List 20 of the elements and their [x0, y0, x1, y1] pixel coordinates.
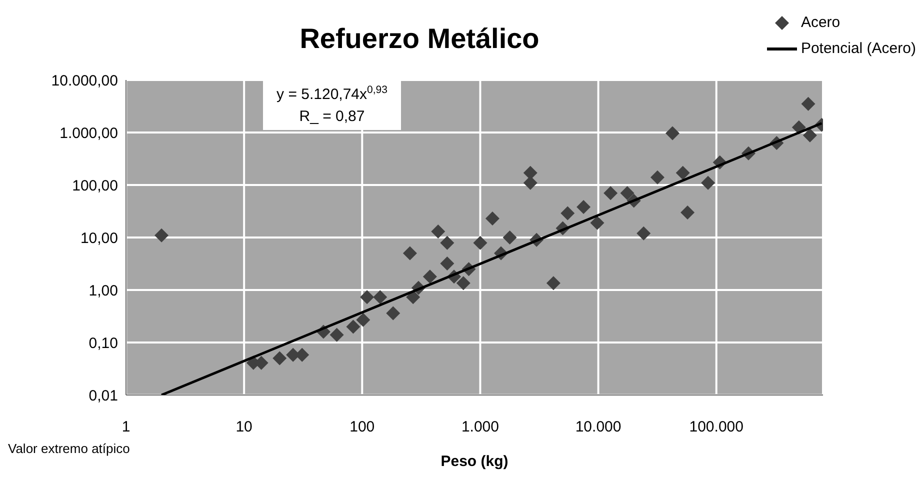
annotation: y = 5.120,74x$^{0,93}$: [276, 84, 388, 103]
y-tick-label: 0,01: [88, 387, 118, 404]
legend-label: Acero: [800, 13, 840, 33]
x-tick-label: 10.000: [575, 418, 622, 436]
y-tick-label: 1.000,00: [60, 124, 118, 142]
x-tick-label: 10: [236, 418, 252, 436]
chart-title: Refuerzo Metálico: [300, 23, 540, 54]
y-tick-label: 100,00: [72, 177, 118, 194]
x-tick-label: 100.000: [689, 418, 744, 436]
y-tick-label: 0,10: [88, 334, 118, 352]
y-tick-label: 10,00: [80, 230, 118, 247]
x-tick-label: 1.000: [461, 418, 499, 436]
annotation: R_ = 0,87: [299, 108, 365, 125]
x-tick-label: 100: [350, 418, 375, 436]
legend-label: Potencial (Acero): [800, 39, 916, 59]
x-tick-label: 1: [122, 418, 130, 436]
y-tick-label: 10.000,00: [51, 72, 118, 90]
y-tick-label: 1,00: [88, 282, 118, 300]
x-axis-title: Peso (kg): [440, 453, 508, 470]
text: Valor extremo atípico: [8, 441, 130, 456]
